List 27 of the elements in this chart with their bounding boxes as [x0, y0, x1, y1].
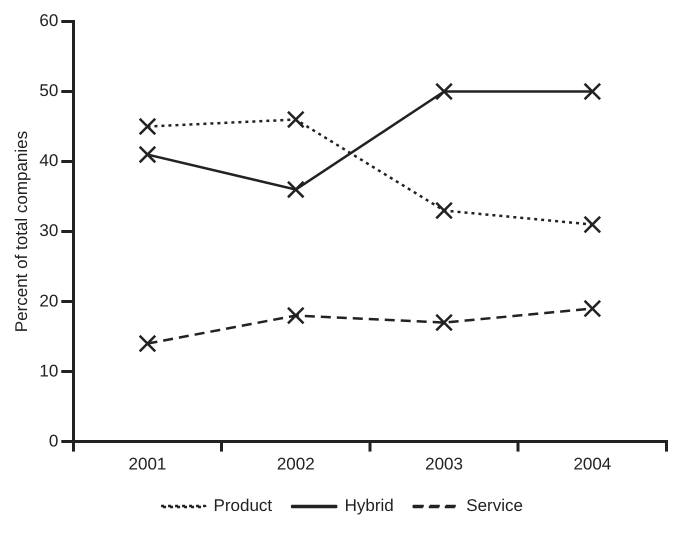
point	[138, 117, 156, 136]
x-tick-label: 2004	[573, 454, 612, 474]
legend-label: Product	[214, 496, 272, 516]
x-tick-label: 2001	[128, 454, 166, 474]
point	[138, 334, 156, 353]
x-tick-label: 2002	[276, 454, 315, 474]
y-tick-label: 20	[39, 291, 58, 310]
point	[583, 300, 602, 318]
y-axis-title: Percent of total companies	[12, 130, 31, 332]
y-tick-label: 30	[39, 221, 58, 240]
y-tick-label: 50	[39, 81, 58, 100]
legend-label: Hybrid	[344, 496, 394, 516]
point	[286, 306, 305, 325]
y-tick-label: 40	[39, 151, 58, 170]
point	[435, 82, 454, 101]
y-tick-label: 60	[39, 11, 58, 30]
point	[435, 314, 454, 332]
point	[435, 202, 454, 220]
x-tick-label: 2003	[425, 454, 463, 474]
y-tick-label: 10	[39, 361, 58, 380]
legend-label: Service	[466, 496, 523, 516]
point	[583, 216, 602, 234]
point	[286, 110, 305, 129]
point	[583, 82, 602, 101]
y-tick-label: 0	[48, 431, 58, 450]
point	[138, 146, 156, 164]
point	[286, 180, 305, 199]
